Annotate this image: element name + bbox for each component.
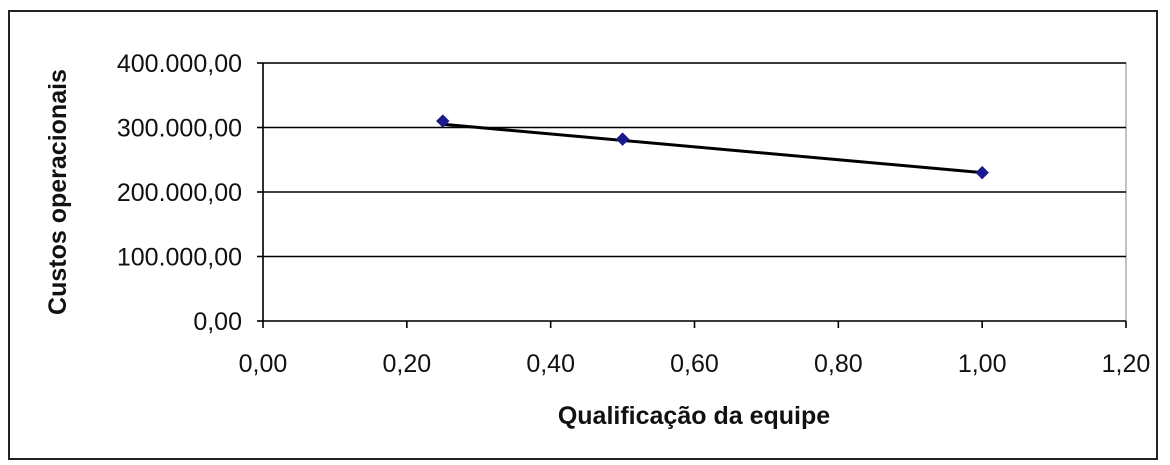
y-tick-label: 400.000,00 [117, 50, 242, 78]
x-tick-label: 0,00 [239, 350, 288, 378]
y-tick-label: 200.000,00 [117, 179, 242, 207]
x-tick-label: 0,20 [382, 350, 431, 378]
data-point [436, 114, 450, 128]
y-tick-labels: 0,00 100.000,00 200.000,00 300.000,00 400.00… [117, 50, 242, 336]
x-tick-label: 0,60 [670, 350, 719, 378]
x-tick-label: 1,20 [1102, 350, 1151, 378]
y-tick-label: 0,00 [193, 308, 242, 336]
y-axis-title: Custos operacionais [44, 69, 72, 315]
x-tick-labels: 0,00 0,20 0,40 0,60 0,80 1,00 1,20 [239, 350, 1151, 378]
trendline-group [442, 122, 983, 175]
data-points [436, 114, 989, 180]
x-tick-label: 0,80 [814, 350, 863, 378]
trendline [442, 122, 983, 175]
x-tick-label: 1,00 [958, 350, 1007, 378]
y-tick-label: 300.000,00 [117, 115, 242, 143]
x-axis-title: Qualificação da equipe [558, 402, 830, 430]
y-tick-label: 100.000,00 [117, 244, 242, 272]
data-point [615, 132, 630, 146]
x-tick-label: 0,40 [526, 350, 575, 378]
gridlines [263, 62, 1126, 258]
data-point [975, 165, 989, 180]
axes [257, 62, 1127, 328]
